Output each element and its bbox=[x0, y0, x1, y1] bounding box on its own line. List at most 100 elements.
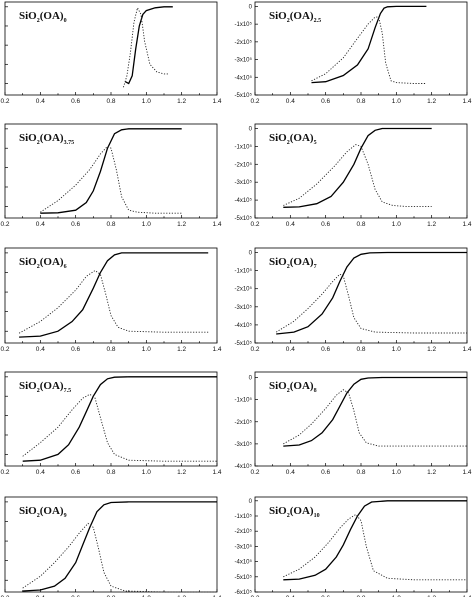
x-tick-label: 0.4 bbox=[286, 346, 295, 353]
solid-series-line bbox=[19, 252, 209, 338]
chart-panel: 0.2 0.4 0.6 0.8 1.0 1.2 1.4 SiO2(OA)9 bbox=[0, 496, 222, 597]
x-tick-label: 0.2 bbox=[0, 221, 9, 228]
y-tick-label: 0 bbox=[249, 251, 253, 257]
solid-series-line bbox=[40, 128, 182, 214]
dotted-series-line bbox=[275, 273, 467, 334]
title-subscript: 2 bbox=[37, 513, 40, 519]
x-tick-label: 1.2 bbox=[427, 469, 436, 476]
y-tick-label: -1x10⁵ bbox=[235, 21, 253, 28]
plot-frame bbox=[4, 496, 218, 593]
y-tick-label: -3x10⁵ bbox=[235, 441, 253, 448]
panel-title: SiO2(OA)7 bbox=[269, 256, 317, 270]
title-part: SiO bbox=[19, 380, 37, 392]
y-tick-label: 0 bbox=[249, 126, 253, 132]
plot-frame bbox=[254, 371, 468, 467]
title-part: SiO bbox=[269, 10, 287, 22]
x-tick-label: 0.4 bbox=[286, 595, 295, 597]
x-tick-label: 0.8 bbox=[106, 221, 115, 228]
dotted-series-line bbox=[18, 269, 209, 334]
x-tick-label: 1.2 bbox=[177, 98, 186, 105]
x-tick-label: 0.4 bbox=[36, 469, 45, 476]
title-part: SiO bbox=[19, 505, 37, 517]
x-tick-label: 0.4 bbox=[36, 595, 45, 597]
x-tick-label: 1.4 bbox=[212, 98, 221, 105]
dotted-series-line bbox=[311, 16, 427, 84]
title-part: (OA) bbox=[290, 10, 314, 22]
x-tick-label: 0.8 bbox=[356, 221, 365, 228]
x-tick-label: 1.2 bbox=[177, 346, 186, 353]
x-tick-label: 0.8 bbox=[356, 595, 365, 597]
solid-series-line bbox=[276, 251, 467, 335]
x-tick-label: 0.6 bbox=[321, 221, 330, 228]
x-tick-label: 0.4 bbox=[36, 98, 45, 105]
panel-title: SiO2(OA)6 bbox=[19, 256, 67, 270]
x-tick-label: 1.0 bbox=[142, 346, 151, 353]
solid-series-line bbox=[283, 500, 467, 581]
title-part: (OA) bbox=[290, 380, 314, 392]
plot-frame bbox=[254, 1, 468, 96]
y-tick-label: -2x10⁵ bbox=[235, 161, 253, 168]
title-subscript: 2 bbox=[37, 264, 40, 270]
y-tick-label: -5x10⁵ bbox=[235, 215, 253, 222]
title-subscript: 7.5 bbox=[64, 388, 72, 394]
y-tick-label: -1x10⁵ bbox=[235, 143, 253, 150]
x-tick-label: 0.2 bbox=[250, 595, 259, 597]
x-tick-label: 1.2 bbox=[177, 469, 186, 476]
x-tick-label: 1.4 bbox=[462, 346, 471, 353]
title-subscript: 2 bbox=[37, 140, 40, 146]
x-tick-label: 0.6 bbox=[71, 221, 80, 228]
y-tick-label: -1x10⁵ bbox=[235, 397, 253, 404]
title-subscript: 2 bbox=[37, 388, 40, 394]
title-part: (OA) bbox=[290, 132, 314, 144]
x-tick-label: 0.8 bbox=[106, 595, 115, 597]
x-tick-label: 0.6 bbox=[71, 346, 80, 353]
title-subscript: 2 bbox=[37, 18, 40, 24]
y-tick-label: -5x10⁵ bbox=[235, 340, 253, 347]
title-subscript: 3.75 bbox=[64, 140, 75, 146]
x-tick-label: 1.2 bbox=[427, 98, 436, 105]
x-tick-label: 0.8 bbox=[106, 346, 115, 353]
title-subscript: 2 bbox=[287, 18, 290, 24]
title-subscript: 8 bbox=[314, 388, 317, 394]
x-tick-label: 1.0 bbox=[392, 98, 401, 105]
x-tick-label: 0.2 bbox=[0, 469, 9, 476]
x-tick-label: 0.8 bbox=[106, 98, 115, 105]
title-part: SiO bbox=[19, 132, 37, 144]
x-tick-label: 1.2 bbox=[177, 595, 186, 597]
x-tick-label: 1.2 bbox=[427, 595, 436, 597]
y-tick-label: -3x10⁵ bbox=[235, 179, 253, 186]
x-tick-label: 1.4 bbox=[462, 595, 471, 597]
y-tick-label: -4x10⁵ bbox=[235, 322, 253, 329]
title-part: (OA) bbox=[40, 132, 64, 144]
x-tick-label: 0.4 bbox=[286, 469, 295, 476]
plot-frame bbox=[4, 247, 218, 344]
y-tick-label: -4x10⁵ bbox=[235, 559, 253, 566]
x-tick-label: 1.0 bbox=[142, 595, 151, 597]
title-subscript: 9 bbox=[64, 513, 67, 519]
panel-title: SiO2(OA)3.75 bbox=[19, 132, 74, 146]
title-part: SiO bbox=[269, 256, 287, 268]
x-tick-label: 1.4 bbox=[212, 595, 221, 597]
x-tick-label: 1.4 bbox=[462, 98, 471, 105]
chart-panel: 0.2 0.4 0.6 0.8 1.0 1.2 1.4 SiO2(OA)0 bbox=[0, 1, 222, 105]
y-tick-label: -4x10⁵ bbox=[235, 197, 253, 204]
x-tick-label: 1.0 bbox=[142, 469, 151, 476]
x-tick-label: 0.8 bbox=[356, 98, 365, 105]
x-tick-label: 0.4 bbox=[36, 221, 45, 228]
title-subscript: 5 bbox=[314, 140, 317, 146]
y-tick-label: 0 bbox=[249, 376, 253, 382]
y-tick-label: -1x10⁵ bbox=[235, 513, 253, 520]
x-tick-label: 1.4 bbox=[212, 221, 221, 228]
title-subscript: 2 bbox=[287, 264, 290, 270]
x-tick-label: 1.0 bbox=[392, 346, 401, 353]
x-tick-label: 0.2 bbox=[250, 346, 259, 353]
solid-series-line bbox=[124, 6, 173, 85]
plot-frame bbox=[4, 123, 218, 219]
title-subscript: 10 bbox=[314, 513, 320, 519]
solid-series-line bbox=[283, 127, 432, 208]
panel-title: SiO2(OA)2.5 bbox=[269, 10, 321, 24]
solid-series-line bbox=[22, 376, 217, 462]
title-subscript: 7 bbox=[314, 264, 317, 270]
dotted-series-line bbox=[122, 6, 170, 88]
